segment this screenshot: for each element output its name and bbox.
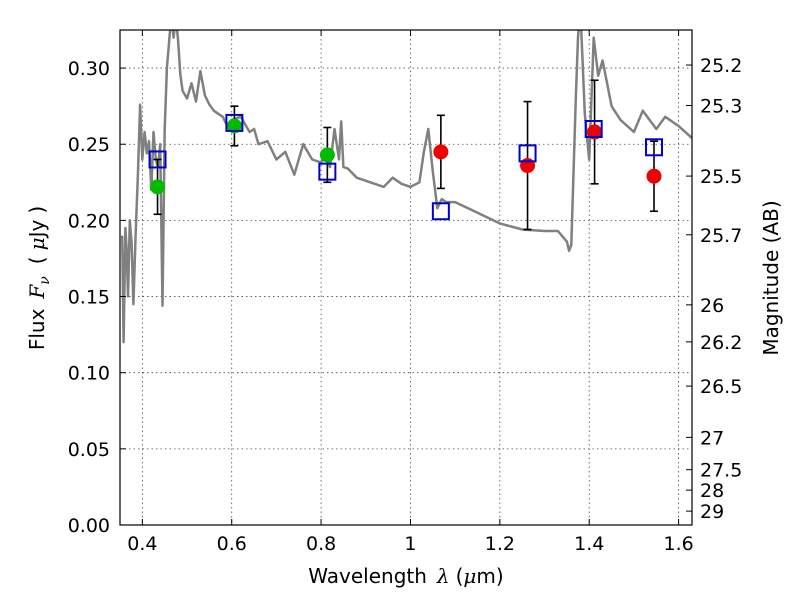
plot-frame [119, 29, 693, 526]
red-data-point [587, 124, 603, 140]
model-box-marker [431, 202, 450, 221]
mag-tick-label: 26.5 [700, 376, 742, 398]
y-tick-label: 0.05 [68, 439, 110, 461]
plot-area [120, 30, 692, 344]
x-tick-label: 0.6 [217, 533, 247, 555]
red-data-point [646, 168, 662, 184]
model-box-marker [148, 150, 167, 169]
model-box-marker [318, 162, 337, 181]
y-tick-label: 0.25 [68, 134, 110, 156]
mag-tick-label: 25.3 [700, 96, 742, 118]
mag-tick-label: 26.2 [700, 332, 742, 354]
mag-tick-label: 25.2 [700, 55, 742, 77]
y-axis-title: FluxFν(μJy) [25, 206, 53, 350]
x-tick-label: 0.4 [127, 533, 157, 555]
mag-tick-label: 29 [700, 501, 724, 523]
mag-tick-label: 25.7 [700, 225, 742, 247]
x-tick-label: 1.6 [663, 533, 693, 555]
x-tick-label: 1.2 [485, 533, 515, 555]
model-spectrum-line [120, 30, 692, 344]
axis-ticks: 0.4 0.6 0.8 1 1.2 1.4 1.6 0.00 0.05 0.10 0.15 0.20 0… [68, 30, 742, 555]
y-tick-label: 0.30 [68, 58, 110, 80]
y2-axis-title: Magnitude (AB) [759, 200, 783, 355]
y-tick-label: 0.10 [68, 363, 110, 385]
green-data-point [150, 179, 166, 195]
model-box-marker [584, 120, 603, 138]
x-tick-label: 1.4 [574, 533, 604, 555]
x-axis-title: Wavelength λ (μm) [308, 564, 503, 588]
mag-tick-label: 28 [700, 480, 724, 502]
model-box-marker [225, 113, 244, 132]
x-tick-label: 0.8 [306, 533, 336, 555]
model-box-marker [518, 144, 537, 163]
y-tick-label: 0.15 [68, 287, 110, 309]
model-box-marker [645, 138, 664, 157]
red-data-point [433, 144, 449, 160]
y-tick-label: 0.20 [68, 210, 110, 232]
green-data-point [226, 118, 242, 134]
mag-tick-label: 25.5 [700, 166, 742, 188]
red-data-point [520, 158, 536, 174]
y-tick-label: 0.00 [68, 515, 110, 537]
green-data-point [319, 147, 335, 163]
mag-tick-label: 27.5 [700, 460, 742, 482]
mag-tick-label: 26 [700, 295, 724, 317]
x-tick-label: 1 [404, 533, 416, 555]
mag-tick-label: 27 [700, 427, 724, 449]
grid-lines [120, 30, 692, 525]
